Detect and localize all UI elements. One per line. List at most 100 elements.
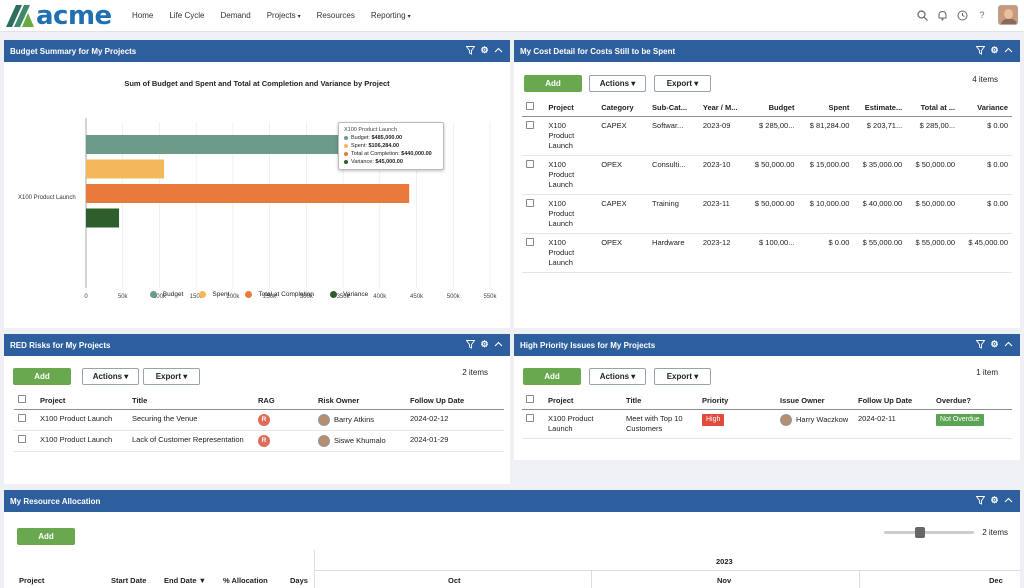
cell-title[interactable]: Meet with Top 10 Customers bbox=[622, 409, 698, 439]
col-budget[interactable]: Budget bbox=[745, 98, 799, 117]
select-all-checkbox[interactable] bbox=[526, 395, 534, 403]
row-checkbox[interactable] bbox=[526, 160, 534, 168]
x-tick-label: 400k bbox=[373, 294, 387, 300]
cell-year-month: 2023-10 bbox=[698, 155, 746, 195]
table-row[interactable]: X100 Product Launch Securing the Venue R… bbox=[14, 409, 504, 431]
row-select-cell bbox=[522, 116, 545, 156]
col-allocation[interactable]: % Allocation bbox=[223, 576, 268, 585]
help-icon[interactable]: ? bbox=[979, 10, 985, 20]
collapse-icon[interactable] bbox=[1003, 339, 1014, 350]
col-project[interactable]: Project bbox=[544, 391, 622, 410]
gear-icon[interactable]: ⚙ bbox=[990, 45, 999, 55]
col-sub-category[interactable]: Sub-Cat... bbox=[648, 98, 699, 117]
add-button[interactable]: Add bbox=[13, 368, 71, 385]
nav-reporting[interactable]: Reporting ▾ bbox=[371, 11, 411, 20]
zoom-slider-handle[interactable] bbox=[915, 527, 925, 538]
legend-budget[interactable]: Budget bbox=[149, 291, 184, 298]
actions-dropdown[interactable]: Actions ▾ bbox=[589, 368, 646, 385]
filter-icon[interactable] bbox=[975, 339, 986, 350]
col-days[interactable]: Days bbox=[290, 576, 308, 585]
col-priority[interactable]: Priority bbox=[698, 391, 776, 410]
actions-dropdown[interactable]: Actions ▾ bbox=[82, 368, 139, 385]
col-project[interactable]: Project bbox=[544, 98, 598, 117]
col-total[interactable]: Total at ... bbox=[906, 98, 960, 117]
collapse-icon[interactable] bbox=[493, 339, 504, 350]
filter-icon[interactable] bbox=[465, 339, 476, 350]
table-row[interactable]: X100 Product Launch CAPEX Training 2023-… bbox=[522, 194, 1012, 234]
add-button[interactable]: Add bbox=[17, 528, 75, 545]
col-estimate[interactable]: Estimate... bbox=[853, 98, 907, 117]
filter-icon[interactable] bbox=[975, 45, 986, 56]
table-row[interactable]: X100 Product Launch Lack of Customer Rep… bbox=[14, 430, 504, 452]
col-rag[interactable]: RAG bbox=[254, 391, 314, 410]
col-title[interactable]: Title bbox=[128, 391, 254, 410]
col-project[interactable]: Project bbox=[19, 576, 45, 585]
cell-variance: $ 0.00 bbox=[959, 194, 1012, 234]
month-dec: Dec bbox=[989, 576, 1003, 585]
actions-dropdown[interactable]: Actions ▾ bbox=[589, 75, 646, 92]
collapse-icon[interactable] bbox=[1003, 45, 1014, 56]
nav-resources[interactable]: Resources bbox=[317, 11, 355, 20]
acme-logo[interactable]: acme bbox=[6, 1, 124, 31]
nav-life-cycle[interactable]: Life Cycle bbox=[169, 11, 204, 20]
legend-variance[interactable]: Variance bbox=[330, 291, 368, 298]
legend-spent[interactable]: Spent bbox=[199, 291, 229, 298]
cell-budget: $ 50,000.00 bbox=[745, 194, 799, 234]
cell-date: 2024-01-29 bbox=[406, 430, 504, 452]
nav-demand[interactable]: Demand bbox=[220, 11, 250, 20]
col-year-month[interactable]: Year / M... bbox=[698, 98, 746, 117]
col-issue-owner[interactable]: Issue Owner bbox=[776, 391, 854, 410]
col-spent[interactable]: Spent bbox=[798, 98, 854, 117]
row-checkbox[interactable] bbox=[18, 414, 26, 422]
bell-icon[interactable] bbox=[936, 9, 948, 21]
collapse-icon[interactable] bbox=[1003, 495, 1014, 506]
table-row[interactable]: X100 Product Launch OPEX Hardware 2023-1… bbox=[522, 233, 1012, 273]
collapse-icon[interactable] bbox=[493, 45, 504, 56]
row-checkbox[interactable] bbox=[526, 121, 534, 129]
row-checkbox[interactable] bbox=[526, 199, 534, 207]
col-title[interactable]: Title bbox=[622, 391, 698, 410]
user-avatar[interactable] bbox=[998, 5, 1018, 25]
zoom-slider-track[interactable] bbox=[884, 531, 974, 534]
col-follow-up-date[interactable]: Follow Up Date bbox=[854, 391, 932, 410]
clock-icon[interactable] bbox=[956, 9, 968, 21]
col-category[interactable]: Category bbox=[597, 98, 649, 117]
col-overdue[interactable]: Overdue? bbox=[932, 391, 1012, 410]
table-row[interactable]: X100 Product Launch CAPEX Softwar... 202… bbox=[522, 116, 1012, 156]
select-all-checkbox[interactable] bbox=[18, 395, 26, 403]
col-follow-up-date[interactable]: Follow Up Date bbox=[406, 391, 504, 410]
export-dropdown[interactable]: Export ▾ bbox=[654, 368, 711, 385]
table-row[interactable]: X100 Product Launch Meet with Top 10 Cus… bbox=[522, 409, 1012, 439]
col-project[interactable]: Project bbox=[36, 391, 128, 410]
row-checkbox[interactable] bbox=[526, 414, 534, 422]
legend-label: Variance bbox=[343, 291, 369, 298]
col-risk-owner[interactable]: Risk Owner bbox=[314, 391, 406, 410]
cell-title[interactable]: Securing the Venue bbox=[128, 409, 254, 431]
gear-icon[interactable]: ⚙ bbox=[480, 45, 489, 55]
export-dropdown[interactable]: Export ▾ bbox=[654, 75, 711, 92]
cell-title[interactable]: Lack of Customer Representation bbox=[128, 430, 254, 452]
cell-category: CAPEX bbox=[597, 116, 649, 156]
col-start-date[interactable]: Start Date bbox=[111, 576, 147, 585]
panel-header: My Resource Allocation ⚙ bbox=[4, 490, 1020, 512]
nav-projects[interactable]: Projects ▾ bbox=[267, 11, 301, 20]
add-button[interactable]: Add bbox=[524, 75, 582, 92]
select-all-checkbox[interactable] bbox=[526, 102, 534, 110]
row-checkbox[interactable] bbox=[526, 238, 534, 246]
gear-icon[interactable]: ⚙ bbox=[990, 495, 999, 505]
row-checkbox[interactable] bbox=[18, 435, 26, 443]
cell-category: OPEX bbox=[597, 155, 649, 195]
table-row[interactable]: X100 Product Launch OPEX Consulti... 202… bbox=[522, 155, 1012, 195]
filter-icon[interactable] bbox=[975, 495, 986, 506]
nav-home[interactable]: Home bbox=[132, 11, 153, 20]
gear-icon[interactable]: ⚙ bbox=[480, 339, 489, 349]
search-icon[interactable] bbox=[916, 9, 928, 21]
legend-label: Budget bbox=[162, 291, 184, 298]
add-button[interactable]: Add bbox=[523, 368, 581, 385]
filter-icon[interactable] bbox=[465, 45, 476, 56]
legend-total[interactable]: Total at Completion bbox=[245, 291, 314, 298]
col-variance[interactable]: Variance bbox=[959, 98, 1012, 117]
export-dropdown[interactable]: Export ▾ bbox=[143, 368, 200, 385]
col-end-date[interactable]: End Date ▼ bbox=[164, 576, 206, 585]
gear-icon[interactable]: ⚙ bbox=[990, 339, 999, 349]
